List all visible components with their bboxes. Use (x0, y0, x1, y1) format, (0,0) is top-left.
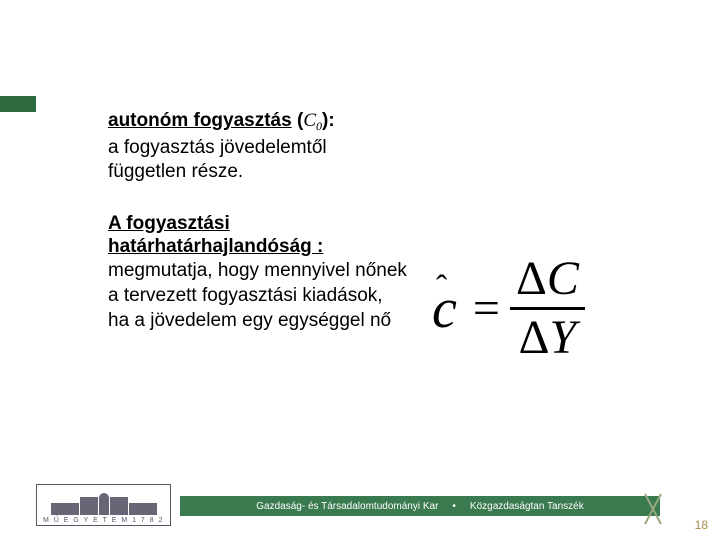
denominator: ΔY (513, 314, 583, 362)
content-area: autonóm fogyasztás (C0): a fogyasztás jö… (108, 110, 388, 333)
footer-bar-right: Közgazdaságtan Tanszék (470, 501, 584, 512)
den-var: Y (549, 311, 576, 364)
x-icon (638, 494, 668, 524)
logo-text: M Ű E G Y E T E M 1 7 8 2 (43, 517, 164, 524)
num-delta: Δ (516, 252, 547, 305)
equals-sign: = (473, 281, 500, 336)
den-delta: Δ (519, 311, 550, 364)
numerator: ΔC (510, 255, 585, 303)
footer-dot: • (452, 501, 456, 512)
section1-title: autonóm fogyasztás (108, 110, 292, 131)
section-1: autonóm fogyasztás (C0): a fogyasztás jö… (108, 110, 388, 184)
formula-row: ˆ c = ΔC ΔY (430, 255, 585, 362)
section1-desc: a fogyasztás jövedelemtől független rész… (108, 136, 388, 184)
paren-close: ): (322, 110, 335, 131)
section2-title: A fogyasztási határhatárhajlandóság : (108, 212, 408, 260)
fraction-line (510, 307, 585, 310)
footer-right-icon (634, 490, 672, 528)
num-var: C (547, 252, 579, 305)
fraction: ΔC ΔY (510, 255, 585, 362)
building-icon (49, 493, 159, 515)
formula: ˆ c = ΔC ΔY (430, 255, 585, 362)
symbol-c: C (303, 110, 316, 131)
section2-desc: megmutatja, hogy mennyivel nőnek a terve… (108, 259, 408, 333)
university-logo: M Ű E G Y E T E M 1 7 8 2 (36, 484, 171, 526)
top-accent-bar (0, 96, 36, 112)
section-2: A fogyasztási határhatárhajlandóság : me… (108, 212, 408, 334)
footer-bar: Gazdaság- és Társadalomtudományi Kar • K… (180, 496, 660, 516)
footer-bar-left: Gazdaság- és Társadalomtudományi Kar (256, 501, 438, 512)
formula-lhs: ˆ c (430, 277, 463, 341)
hat-accent: ˆ (436, 269, 447, 307)
page-number: 18 (695, 518, 708, 532)
footer: M Ű E G Y E T E M 1 7 8 2 Gazdaság- és T… (0, 484, 720, 540)
paren-open: ( (292, 110, 304, 131)
